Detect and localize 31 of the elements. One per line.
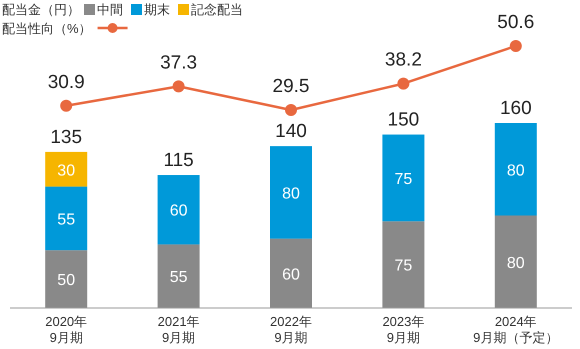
legend-title: 配当金（円） (2, 2, 80, 17)
x-tick-label: 2024年 9月期（予定） (473, 314, 558, 345)
total-label: 135 (50, 126, 82, 148)
data-label: 60 (170, 202, 188, 220)
data-label: 55 (170, 269, 188, 286)
data-label: 55 (57, 211, 76, 228)
x-tick-label: 2023年 9月期 (382, 314, 424, 345)
total-label: 150 (388, 110, 420, 131)
legend-label: 記念配当 (191, 2, 243, 17)
legend-label: 中間 (97, 2, 123, 17)
data-label: 75 (394, 170, 412, 188)
data-label: 50.6 (497, 12, 534, 33)
data-label: 75 (394, 258, 412, 275)
data-label: 37.3 (160, 52, 198, 74)
data-label: 29.5 (272, 76, 310, 97)
total-label: 140 (275, 121, 307, 142)
data-label: 50 (57, 272, 76, 290)
data-label: 60 (282, 266, 300, 284)
data-label: 30 (57, 162, 76, 180)
total-label: 160 (500, 98, 532, 119)
data-label: 80 (506, 162, 525, 180)
total-label: 115 (163, 150, 194, 172)
data-label: 30.9 (48, 72, 85, 93)
data-label: 80 (506, 254, 525, 272)
legend-label: 期末 (144, 2, 170, 17)
x-tick-label: 2022年 9月期 (270, 314, 312, 345)
data-label: 80 (282, 185, 300, 202)
legend-label: 配当性向（%） (2, 21, 92, 36)
data-label: 38.2 (384, 50, 422, 71)
x-tick-label: 2020年 9月期 (45, 314, 88, 345)
x-tick-label: 2021年 9月期 (158, 314, 200, 345)
